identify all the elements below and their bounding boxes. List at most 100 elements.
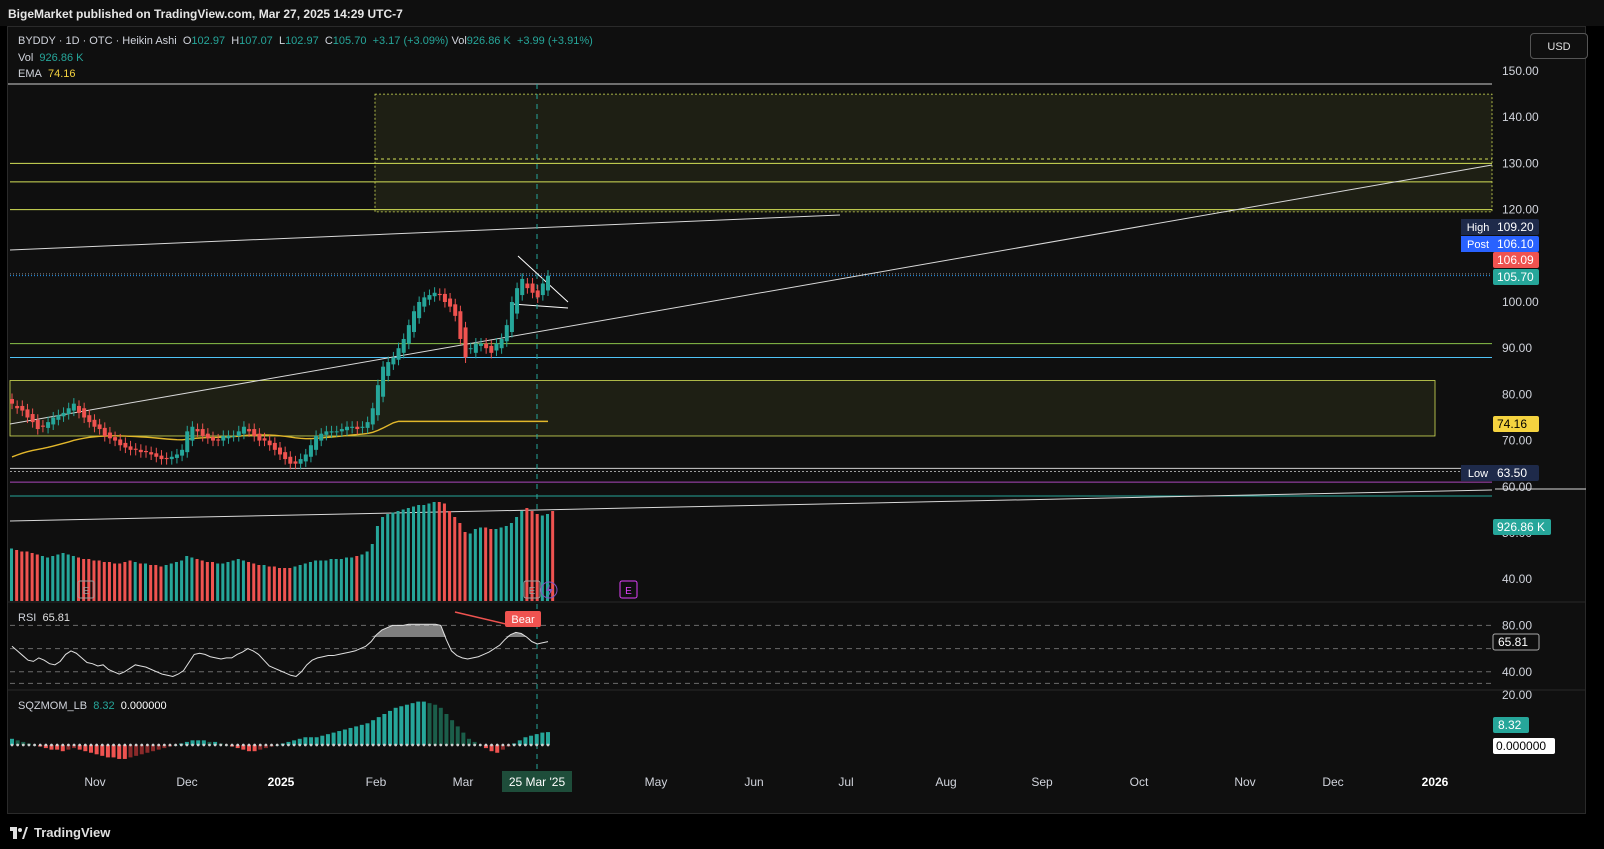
price-tag-label: Post bbox=[1467, 239, 1489, 251]
squeeze-dot bbox=[196, 743, 200, 747]
squeeze-dot bbox=[174, 743, 178, 747]
candle-body bbox=[293, 461, 298, 464]
squeeze-bar bbox=[258, 745, 263, 750]
volume-bar bbox=[66, 554, 70, 601]
squeeze-dot bbox=[428, 743, 431, 747]
sqz-legend[interactable]: SQZMOM_LB 8.32 0.000000 bbox=[18, 700, 167, 712]
candle-body bbox=[133, 448, 138, 450]
squeeze-dot bbox=[416, 743, 420, 747]
symbol-title[interactable]: BYDDY · 1D · OTC · Heikin Ashi bbox=[18, 35, 177, 47]
candle-body bbox=[319, 433, 324, 441]
volume-bar bbox=[355, 556, 359, 601]
candle-body bbox=[303, 454, 308, 462]
candle-body bbox=[350, 426, 355, 428]
vol-legend[interactable]: Vol 926.86 K bbox=[18, 52, 83, 64]
candle-body bbox=[515, 288, 520, 314]
volume-bar bbox=[365, 551, 369, 601]
squeeze-bar bbox=[399, 706, 404, 745]
trend-line bbox=[9, 214, 841, 251]
volume-bar bbox=[530, 511, 534, 601]
volume-bar bbox=[509, 523, 513, 601]
squeeze-bar bbox=[43, 745, 48, 749]
squeeze-bar bbox=[105, 745, 110, 758]
earnings-icon-glyph: E bbox=[529, 586, 536, 597]
volume-bar bbox=[257, 565, 261, 601]
squeeze-bar bbox=[309, 737, 314, 745]
squeeze-dot bbox=[106, 743, 110, 747]
candle-body bbox=[15, 405, 20, 409]
change-value: +3.17 (+3.09%) bbox=[372, 35, 449, 47]
x-axis-label: 2025 bbox=[268, 775, 295, 789]
rsi-legend[interactable]: RSI 65.81 bbox=[18, 612, 70, 624]
sqz-value-bg bbox=[1493, 717, 1529, 733]
squeeze-dot bbox=[213, 743, 217, 747]
pennant-line bbox=[511, 303, 569, 309]
squeeze-dot bbox=[540, 743, 544, 747]
volume-bar bbox=[515, 517, 519, 601]
candle-body bbox=[401, 338, 406, 353]
squeeze-bar bbox=[393, 707, 398, 745]
upper-zone bbox=[374, 93, 1493, 213]
squeeze-dot bbox=[185, 743, 189, 747]
candle-body bbox=[345, 426, 349, 431]
x-axis-label: Sep bbox=[1031, 775, 1053, 789]
tradingview-icon bbox=[10, 826, 28, 839]
volume-bar bbox=[303, 563, 307, 601]
ema-legend[interactable]: EMA 74.16 bbox=[18, 68, 76, 80]
candle-body bbox=[484, 343, 489, 349]
y-axis-label: 80.00 bbox=[1502, 387, 1532, 401]
squeeze-bar bbox=[241, 745, 246, 750]
candle-body bbox=[252, 429, 257, 436]
volume-bar bbox=[437, 502, 441, 601]
candle-body bbox=[236, 431, 241, 436]
volume-bar bbox=[422, 505, 426, 601]
squeeze-bar bbox=[529, 735, 534, 745]
squeeze-bar bbox=[534, 734, 539, 745]
squeeze-dot bbox=[320, 743, 324, 747]
squeeze-dot bbox=[507, 743, 510, 747]
candle-body bbox=[35, 419, 40, 430]
lightning-icon-ring bbox=[540, 581, 558, 599]
volume-bar bbox=[138, 563, 142, 601]
squeeze-dot bbox=[445, 743, 448, 747]
rsi-value: 65.81 bbox=[42, 612, 70, 624]
candle-body bbox=[463, 327, 468, 358]
volume-bar bbox=[293, 566, 297, 601]
bear-label: Bear bbox=[511, 614, 535, 626]
candle-body bbox=[241, 426, 246, 434]
symbol-legend: BYDDY · 1D · OTC · Heikin Ashi O102.97 H… bbox=[18, 35, 593, 47]
volume-bar bbox=[205, 562, 209, 601]
tradingview-logo[interactable]: TradingView bbox=[10, 825, 110, 840]
candle-body bbox=[267, 440, 272, 446]
candle-body bbox=[144, 450, 148, 453]
squeeze-dot bbox=[394, 743, 398, 747]
squeeze-dot bbox=[16, 743, 20, 747]
candle-body bbox=[375, 385, 380, 416]
candle-body bbox=[221, 435, 226, 441]
y-axis-label: 40.00 bbox=[1502, 572, 1532, 586]
candle-body bbox=[40, 425, 45, 427]
squeeze-bar bbox=[427, 703, 432, 745]
volume-bar bbox=[324, 560, 328, 601]
squeeze-bar bbox=[325, 734, 330, 745]
squeeze-bar bbox=[354, 726, 359, 745]
candle-body bbox=[499, 338, 504, 349]
candle-body bbox=[525, 283, 530, 289]
price-tag-label: High bbox=[1467, 222, 1490, 234]
tradingview-wordmark: TradingView bbox=[34, 825, 111, 840]
squeeze-dot bbox=[326, 743, 330, 747]
volume-bar bbox=[35, 554, 39, 601]
squeeze-bar bbox=[55, 745, 60, 750]
currency-button[interactable]: USD bbox=[1530, 33, 1588, 59]
candle-body bbox=[453, 304, 458, 316]
squeeze-dot bbox=[535, 743, 539, 747]
candle-body bbox=[185, 431, 190, 453]
squeeze-bar bbox=[365, 723, 370, 745]
squeeze-bar bbox=[196, 740, 201, 745]
volume-bar bbox=[329, 559, 333, 601]
squeeze-bar bbox=[246, 745, 251, 752]
lightning-icon-bolt bbox=[546, 584, 553, 597]
volume-bar bbox=[546, 514, 549, 601]
publish-bar: BigeMarket published on TradingView.com,… bbox=[0, 0, 1604, 26]
